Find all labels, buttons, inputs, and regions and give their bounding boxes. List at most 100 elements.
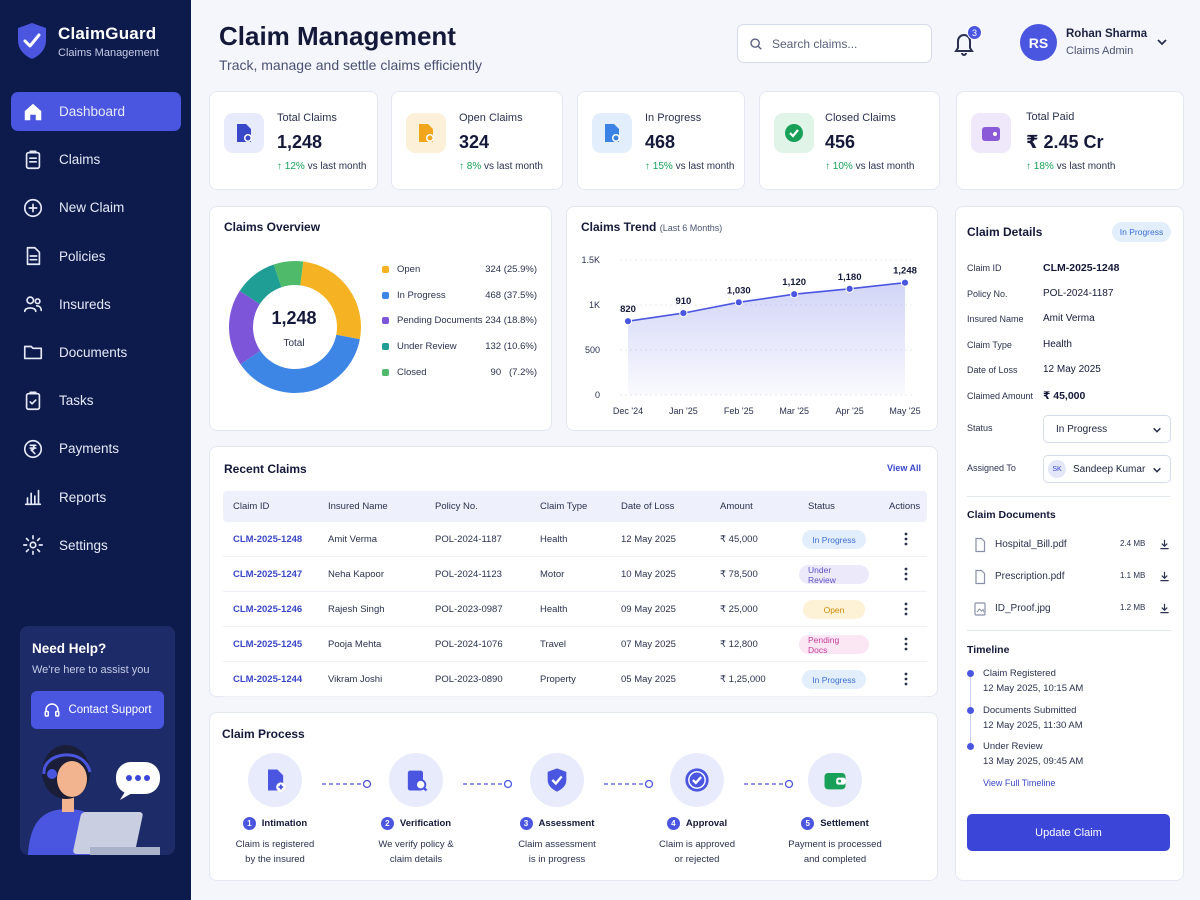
sidebar-item-settings[interactable]: Settings	[11, 526, 181, 565]
download-icon[interactable]	[1159, 603, 1170, 614]
status-pill: In Progress	[802, 530, 866, 549]
assigned-to-select[interactable]: SK Sandeep Kumar	[1043, 455, 1171, 483]
stat-card-total-paid[interactable]: Total Paid ₹ 2.45 Cr ↑ 18% vs last month	[956, 91, 1184, 190]
search-box[interactable]	[737, 24, 932, 63]
x-tick-label: May '25	[889, 406, 920, 416]
view-full-timeline-link[interactable]: View Full Timeline	[983, 778, 1056, 788]
table-row[interactable]: CLM-2025-1244 Vikram Joshi POL-2023-0890 Pr…	[223, 662, 927, 697]
cell-id[interactable]: CLM-2025-1246	[233, 604, 303, 615]
sidebar-item-tasks[interactable]: Tasks	[11, 381, 181, 420]
trend-point[interactable]	[679, 309, 688, 318]
search-input[interactable]	[772, 36, 912, 51]
user-avatar[interactable]: RS	[1020, 24, 1057, 61]
stat-change: ↑ 12% vs last month	[277, 161, 367, 172]
data-label: 1,030	[727, 285, 751, 296]
table-row[interactable]: CLM-2025-1246 Rajesh Singh POL-2023-0987 He…	[223, 592, 927, 627]
detail-label: Claimed Amount	[967, 391, 1034, 401]
stat-card-in-progress[interactable]: In Progress 468 ↑ 15% vs last month	[577, 91, 745, 190]
donut-slice-pending-documents[interactable]	[229, 290, 261, 365]
step-title: Settlement	[820, 818, 869, 829]
more-actions-icon[interactable]	[904, 567, 908, 581]
cell-amount: ₹ 78,500	[720, 569, 758, 580]
cell-policy: POL-2023-0987	[435, 604, 503, 615]
table-row[interactable]: CLM-2025-1245 Pooja Mehta POL-2024-1076 Tra…	[223, 627, 927, 662]
stat-label: Closed Claims	[825, 112, 896, 124]
chevron-down-icon[interactable]	[1156, 36, 1168, 48]
donut-slice-in-progress[interactable]	[240, 334, 360, 393]
document-item[interactable]: Hospital_Bill.pdf 2.4 MB	[967, 537, 1172, 555]
donut-slice-closed[interactable]	[273, 261, 304, 288]
clipboard-icon	[592, 113, 632, 153]
download-icon[interactable]	[1159, 571, 1170, 582]
bar-chart-icon	[24, 489, 42, 506]
sidebar-item-claims[interactable]: Claims	[11, 140, 181, 179]
cell-id[interactable]: CLM-2025-1245	[233, 639, 303, 650]
stat-change-percent: 18%	[1033, 161, 1054, 172]
column-header-insured-name: Insured Name	[328, 501, 388, 512]
shield-check-logo-icon	[18, 23, 46, 59]
stat-card-open-claims[interactable]: Open Claims 324 ↑ 8% vs last month	[391, 91, 563, 190]
sidebar-item-reports[interactable]: Reports	[11, 478, 181, 517]
donut-slice-open[interactable]	[300, 261, 361, 340]
contact-support-button[interactable]: Contact Support	[31, 691, 164, 729]
status-select[interactable]: In Progress	[1043, 415, 1171, 443]
chevron-down-icon	[1153, 467, 1161, 473]
table-row[interactable]: CLM-2025-1247 Neha Kapoor POL-2024-1123 Mot…	[223, 557, 927, 592]
trend-point[interactable]	[900, 278, 910, 287]
sidebar-item-new-claim[interactable]: New Claim	[11, 188, 181, 227]
cell-id[interactable]: CLM-2025-1247	[233, 569, 303, 580]
view-all-link[interactable]: View All	[886, 463, 921, 473]
cell-amount: ₹ 12,800	[720, 639, 758, 650]
legend-value: 468 (37.5%)	[485, 289, 537, 301]
trend-point[interactable]	[623, 317, 633, 326]
cell-amount: ₹ 25,000	[720, 604, 758, 615]
more-actions-icon[interactable]	[904, 672, 908, 686]
step-description: Claim is registered by the insured	[235, 839, 315, 865]
sidebar-item-documents[interactable]: Documents	[11, 333, 181, 372]
sidebar-item-label: Documents	[59, 344, 128, 360]
more-actions-icon[interactable]	[904, 602, 908, 616]
stat-card-total-claims[interactable]: Total Claims 1,248 ↑ 12% vs last month	[209, 91, 378, 190]
donut-total-value: 1,248	[271, 308, 317, 328]
claims-trend-chart: 0 500 1K 1.5K 820 Dec '24 910 Jan '25 1,030 Feb '…	[581, 255, 920, 416]
process-step-settlement: 5 Settlement Payment is processed and comp…	[780, 753, 890, 867]
stat-change-percent: 15%	[652, 161, 673, 172]
cell-id[interactable]: CLM-2025-1248	[233, 534, 303, 545]
sidebar-item-dashboard[interactable]: Dashboard	[11, 92, 181, 131]
step-description: Claim assessment is in progress	[518, 839, 596, 865]
table-row[interactable]: CLM-2025-1248 Amit Verma POL-2024-1187 Heal…	[223, 522, 927, 557]
sidebar-item-payments[interactable]: Payments	[11, 429, 181, 468]
pdf-file-icon	[975, 569, 986, 585]
stat-change-suffix: vs last month	[855, 161, 915, 172]
stat-change-percent: 8%	[466, 161, 482, 172]
trend-point[interactable]	[790, 290, 799, 299]
legend-label: Under Review	[397, 341, 457, 353]
clipboard-search-icon	[389, 753, 443, 807]
cell-date: 12 May 2025	[621, 534, 676, 545]
document-item[interactable]: Prescription.pdf 1.1 MB	[967, 569, 1172, 587]
brand[interactable]: ClaimGuard Claims Management	[16, 22, 159, 60]
update-claim-button[interactable]: Update Claim	[967, 814, 1170, 851]
claims-overview-card: Claims Overview 1,248 Total Open 324 (25.…	[209, 206, 552, 431]
status-label: Status	[967, 423, 993, 433]
donut-slice-under-review[interactable]	[239, 264, 282, 305]
more-actions-icon[interactable]	[904, 532, 908, 546]
stat-card-closed-claims[interactable]: Closed Claims 456 ↑ 10% vs last month	[759, 91, 940, 190]
process-step-intimation: 1 Intimation Claim is registered by the in…	[220, 753, 330, 867]
legend-item-pending-documents: Pending Documents 234 (18.8%)	[382, 314, 537, 328]
status-pill: In Progress	[802, 670, 866, 689]
process-step-assessment: 3 Assessment Claim assessment is in progre…	[502, 753, 612, 867]
download-icon[interactable]	[1159, 539, 1170, 550]
trend-point[interactable]	[734, 298, 743, 307]
cell-id[interactable]: CLM-2025-1244	[233, 674, 303, 685]
notification-bell-icon[interactable]	[952, 30, 976, 56]
trend-point[interactable]	[845, 284, 854, 293]
document-item[interactable]: ID_Proof.jpg 1.2 MB	[967, 601, 1172, 619]
sidebar-item-policies[interactable]: Policies	[11, 237, 181, 276]
column-header-claim-id: Claim ID	[233, 501, 270, 512]
stat-change: ↑ 15% vs last month	[645, 161, 735, 172]
more-actions-icon[interactable]	[904, 637, 908, 651]
folder-icon	[23, 346, 43, 360]
sidebar-item-insureds[interactable]: Insureds	[11, 285, 181, 324]
cell-type: Travel	[540, 639, 567, 650]
